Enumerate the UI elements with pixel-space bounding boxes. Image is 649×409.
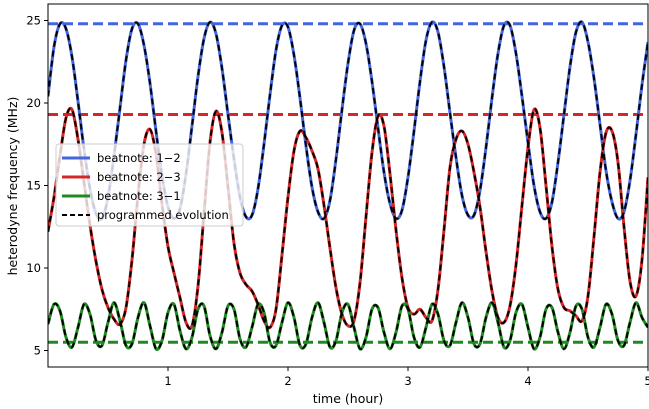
y-tick-label: 25 <box>26 14 41 28</box>
y-tick-label: 10 <box>26 261 41 275</box>
programmed-evolution-line-3 <box>48 301 648 351</box>
legend-label-series-2: beatnote: 2−3 <box>97 170 181 184</box>
y-axis-label: heterodyne frequency (MHz) <box>5 97 20 276</box>
programmed-evolution-lines <box>48 20 648 351</box>
legend-label-series-1: beatnote: 1−2 <box>97 151 181 165</box>
programmed-evolution-line-2 <box>48 107 648 330</box>
x-tick-label: 5 <box>644 374 649 388</box>
axis-ticks: 1 2 3 4 5 5 10 15 20 25 <box>26 14 649 389</box>
x-tick-label: 4 <box>524 374 531 388</box>
legend-box <box>55 143 244 227</box>
legend-label-series-3: beatnote: 3−1 <box>97 189 181 203</box>
reference-lines <box>48 22 648 344</box>
y-tick-label: 5 <box>34 344 41 358</box>
x-tick-label: 2 <box>284 374 291 388</box>
y-tick-label: 15 <box>26 179 41 193</box>
x-tick-label: 3 <box>404 374 411 388</box>
legend-label-programmed-evolution: programmed evolution <box>97 208 229 222</box>
x-axis-label: time (hour) <box>313 391 384 406</box>
legend: beatnote: 1−2 beatnote: 2−3 beatnote: 3−… <box>55 143 244 227</box>
programmed-evolution-line-1 <box>48 20 648 221</box>
y-tick-label: 20 <box>26 96 41 110</box>
x-tick-label: 1 <box>164 374 171 388</box>
